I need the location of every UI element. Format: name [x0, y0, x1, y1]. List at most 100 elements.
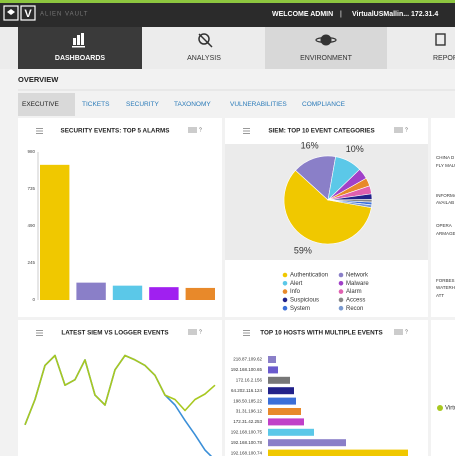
logo-box — [3, 5, 19, 21]
menu-icon[interactable] — [36, 128, 43, 129]
legend-dot — [282, 297, 288, 303]
row-label: ATT — [436, 293, 444, 298]
bar — [268, 387, 294, 395]
tab-label[interactable]: COMPLIANCE — [302, 101, 346, 108]
menu-icon[interactable] — [36, 130, 43, 132]
pie-slice — [295, 155, 336, 201]
top-bar — [0, 0, 455, 27]
nav-tab-active[interactable] — [18, 27, 142, 69]
bar — [268, 356, 276, 363]
bar — [40, 164, 70, 300]
legend-dot — [437, 405, 443, 411]
row-label: 64.202.116.124 — [231, 388, 262, 393]
dashboards-icon — [72, 33, 85, 48]
y-tick-label: 490 — [27, 223, 35, 228]
legend-label: Access — [346, 297, 365, 303]
legend-label: Recon — [346, 306, 363, 312]
legend-dot — [338, 305, 344, 311]
bar — [268, 408, 301, 415]
row-label: FORBES — [436, 278, 455, 283]
menu-icon[interactable] — [36, 133, 43, 134]
legend-label: Malware — [346, 281, 369, 287]
bar — [268, 418, 304, 426]
menu-icon[interactable] — [36, 330, 43, 331]
legend-dot — [338, 289, 344, 294]
tab-active[interactable] — [18, 93, 75, 116]
row-label: FLY MALW — [436, 163, 455, 168]
row-label: INFORMA — [436, 193, 455, 198]
y-tick-label: 980 — [27, 149, 35, 154]
y-tick-label: 245 — [27, 260, 35, 265]
bar — [268, 449, 408, 456]
legend-label: Virtu — [445, 406, 455, 412]
menu-icon[interactable] — [243, 330, 250, 331]
logo-box — [20, 5, 36, 21]
help-box[interactable] — [188, 329, 197, 335]
row-label: CHINA D — [436, 155, 455, 160]
slice-label: 59% — [294, 246, 312, 256]
help-box[interactable] — [394, 127, 403, 133]
row-label: OPERA — [436, 223, 452, 228]
row-label: ARMAGED — [436, 231, 455, 236]
nav-label[interactable]: REPORTS — [433, 55, 455, 62]
panel-title: TOP 10 HOSTS WITH MULTIPLE EVENTS — [260, 330, 382, 337]
slice-label: 16% — [301, 140, 319, 150]
legend-dot — [338, 281, 344, 286]
accent-line — [0, 0, 455, 3]
nav-label[interactable]: ANALYSIS — [187, 55, 221, 62]
help[interactable]: ? — [199, 329, 202, 335]
row-label: AVAILAB — [436, 200, 454, 205]
tab-label[interactable]: SECURITY — [126, 101, 160, 108]
row-label: 192.168.100.78 — [231, 440, 263, 445]
host[interactable]: VirtualUSMallin... 172.31.4 — [352, 11, 438, 18]
separator: | — [340, 11, 342, 18]
help[interactable]: ? — [199, 127, 202, 133]
bar — [76, 282, 106, 300]
logo: V — [24, 8, 32, 20]
help-box[interactable] — [188, 127, 197, 133]
panel — [431, 118, 455, 317]
help[interactable]: ? — [405, 127, 408, 133]
brand: ALIEN VAULT — [40, 12, 88, 18]
legend-label: Suspicious — [290, 297, 319, 303]
row-label: 192.168.100.65 — [231, 367, 263, 372]
legend-label: Alarm — [346, 289, 362, 295]
pie-slice — [327, 199, 373, 208]
menu-icon[interactable] — [243, 332, 250, 334]
pie-slice — [283, 169, 372, 245]
menu-icon[interactable] — [243, 130, 250, 132]
welcome[interactable]: WELCOME ADMIN — [272, 11, 333, 18]
nav-label[interactable]: DASHBOARDS — [55, 55, 106, 62]
help[interactable]: ? — [405, 329, 408, 335]
nav-tab[interactable] — [265, 27, 387, 69]
tab-label[interactable]: TICKETS — [82, 101, 110, 108]
row-label: WATERH — [436, 285, 455, 290]
legend-label: Network — [346, 273, 369, 279]
tab-label[interactable]: TAXONOMY — [174, 101, 211, 108]
tab-label[interactable]: VULNERABILITIES — [230, 101, 287, 108]
logo-icon — [7, 9, 15, 15]
legend-label: Alert — [290, 281, 303, 287]
bar — [268, 397, 296, 405]
menu-icon[interactable] — [36, 332, 43, 334]
menu-icon[interactable] — [243, 335, 250, 336]
bar — [268, 366, 278, 374]
row-label: 218.87.109.62 — [233, 357, 262, 362]
legend-label: Authentication — [290, 273, 328, 279]
bar — [112, 285, 143, 300]
menu-icon[interactable] — [243, 133, 250, 134]
bar — [185, 287, 215, 300]
tab-label[interactable]: EXECUTIVE — [22, 101, 60, 108]
bar — [268, 376, 290, 384]
legend-dot — [282, 272, 288, 278]
y-tick-label: 735 — [27, 186, 35, 191]
legend-dot — [282, 305, 288, 311]
row-label: 172.31.42.253 — [233, 419, 262, 424]
nav-label[interactable]: ENVIRONMENT — [300, 55, 352, 62]
help-box[interactable] — [394, 329, 403, 335]
row-label: 31.31.196.12 — [236, 409, 263, 414]
menu-icon[interactable] — [243, 128, 250, 129]
panel-title: SECURITY EVENTS: TOP 5 ALARMS — [61, 128, 170, 135]
menu-icon[interactable] — [36, 335, 43, 336]
